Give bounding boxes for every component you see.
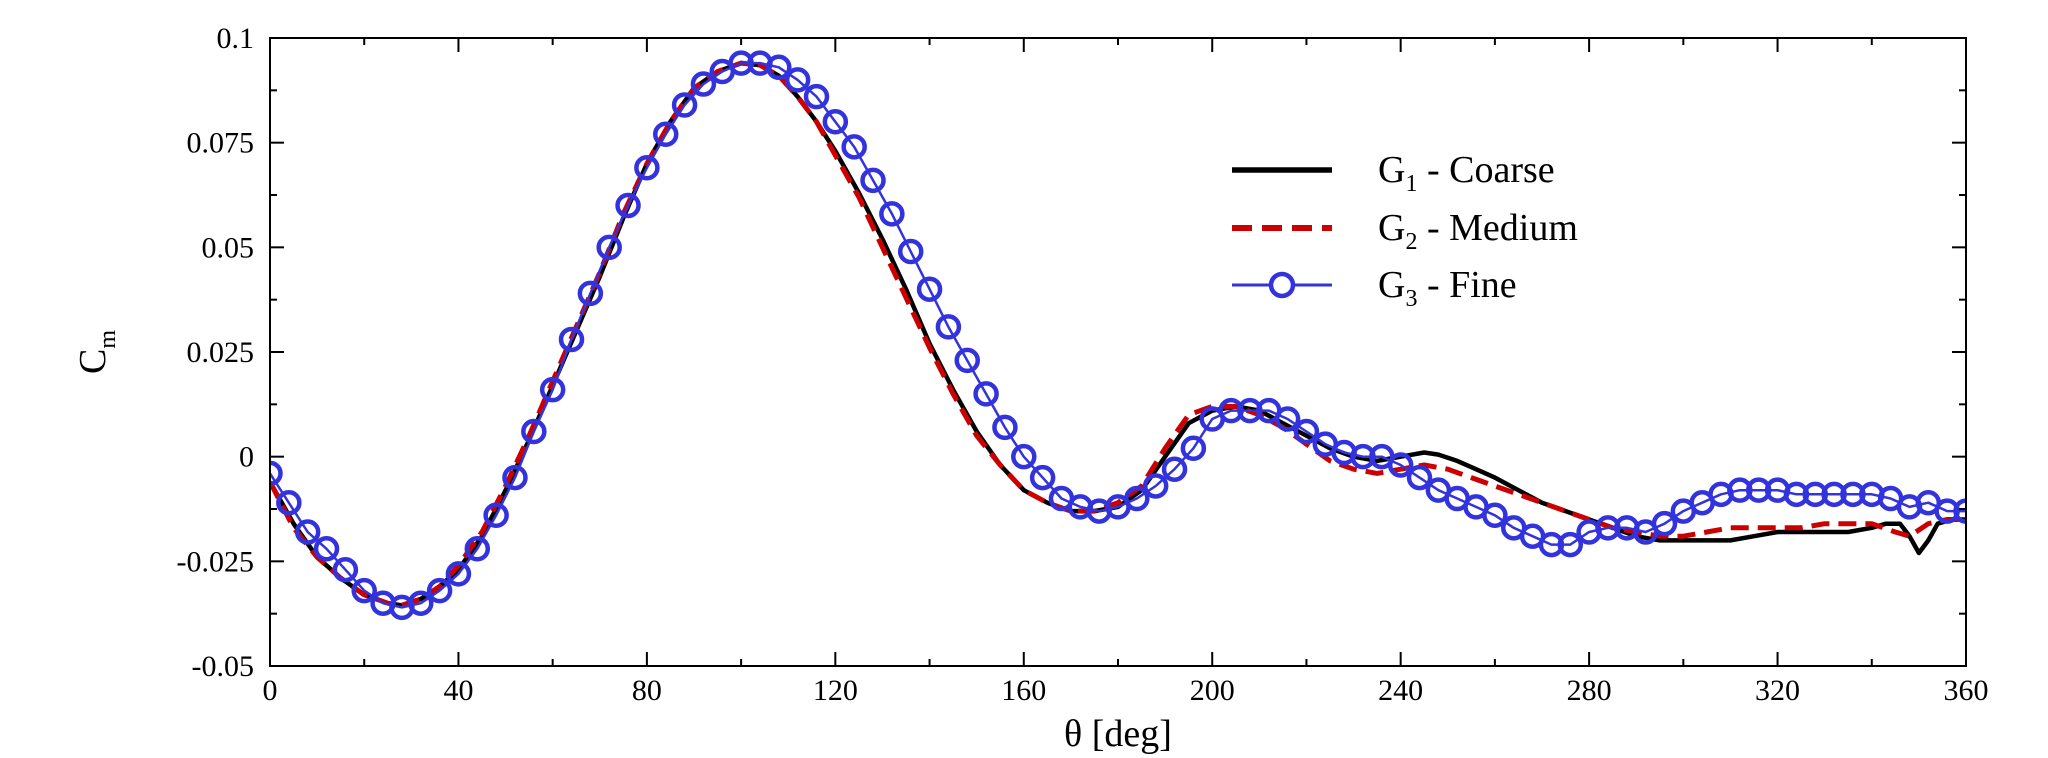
series-point-fine xyxy=(652,121,679,148)
series-point-fine xyxy=(1011,443,1037,470)
y-tick-label: -0.025 xyxy=(177,545,255,578)
series-line-3 xyxy=(270,61,1966,609)
series-point-fine xyxy=(1953,498,1966,524)
series-point-fine xyxy=(1651,510,1678,537)
series-point-fine xyxy=(860,167,886,194)
series-point-fine xyxy=(502,464,528,491)
y-tick-label: 0 xyxy=(239,441,254,474)
legend-label-coarse: G1 - Coarse xyxy=(1378,149,1555,197)
series-point-fine xyxy=(483,502,509,529)
legend-entry-fine: G3 - Fine xyxy=(1232,264,1517,312)
x-tick-label: 160 xyxy=(1001,674,1046,707)
series-point-fine xyxy=(766,54,792,81)
series-point-fine xyxy=(351,577,377,604)
series-point-fine xyxy=(634,155,660,181)
series-point-fine xyxy=(1482,502,1508,529)
ticks-layer xyxy=(269,37,1967,667)
legend-label-medium: G2 - Medium xyxy=(1378,207,1578,255)
series-point-fine xyxy=(1124,485,1150,512)
series-point-fine xyxy=(615,192,641,219)
series-point-fine xyxy=(690,71,717,97)
series-point-fine xyxy=(1387,452,1414,478)
y-tick-label: 0.05 xyxy=(202,231,255,264)
series-point-fine xyxy=(1180,435,1207,462)
legend-entry-medium: G2 - Medium xyxy=(1232,207,1578,255)
y-axis-title-sub: m xyxy=(95,330,121,349)
series-layer xyxy=(270,50,1966,621)
x-tick-label: 0 xyxy=(263,674,278,707)
series-point-fine xyxy=(1293,418,1320,445)
series-point-fine xyxy=(445,561,472,587)
x-tick-label: 40 xyxy=(443,674,473,707)
series-point-fine xyxy=(539,376,566,403)
y-tick-label: -0.05 xyxy=(192,650,255,683)
legend-label-fine: G3 - Fine xyxy=(1378,264,1517,312)
y-axis-title-main: C xyxy=(72,349,114,374)
series-point-fine xyxy=(596,234,622,261)
series-point-fine xyxy=(1142,473,1169,499)
x-tick-label: 360 xyxy=(1944,674,1989,707)
x-tick-label: 320 xyxy=(1755,674,1800,707)
series-point-fine xyxy=(1029,464,1056,491)
series-point-fine xyxy=(1406,464,1433,491)
series-point-fine xyxy=(577,280,604,307)
series-point-fine xyxy=(803,83,830,110)
series-line-2 xyxy=(270,60,1966,608)
series-point-fine xyxy=(784,67,811,93)
legend-marker-fine xyxy=(1268,271,1296,299)
series-point-fine xyxy=(464,536,491,562)
x-tick-label: 80 xyxy=(632,674,662,707)
series-point-fine xyxy=(1161,456,1188,482)
series-point-fine xyxy=(935,314,962,340)
tick-labels-layer: 0 40 80 120 160 200 240 280 320 360 -0.05 -0.025 0 0.… xyxy=(177,22,1989,707)
y-tick-label: 0.075 xyxy=(187,127,255,160)
series-point-fine xyxy=(521,418,547,445)
series-point-fine xyxy=(332,556,359,583)
series-point-fine xyxy=(426,577,453,604)
series-point-fine xyxy=(276,489,302,516)
x-tick-label: 240 xyxy=(1378,674,1423,707)
plot-frame xyxy=(269,37,1967,667)
x-tick-label: 280 xyxy=(1567,674,1612,707)
series-point-fine xyxy=(897,238,924,265)
series-point-fine xyxy=(822,108,849,135)
series-point-fine xyxy=(841,134,867,160)
x-tick-label: 200 xyxy=(1190,674,1235,707)
series-point-fine xyxy=(408,590,434,616)
x-tick-label: 120 xyxy=(813,674,858,707)
series-point-fine xyxy=(1274,406,1301,432)
series-point-fine xyxy=(916,276,943,302)
series-point-fine xyxy=(1557,531,1584,558)
series-point-fine xyxy=(879,201,905,227)
series-point-fine xyxy=(294,519,321,545)
series-point-fine xyxy=(558,326,585,353)
series-line-1 xyxy=(270,60,1966,608)
series-point-fine xyxy=(313,536,340,562)
series-point-fine xyxy=(671,92,698,118)
y-tick-label: 0.025 xyxy=(187,336,255,369)
legend: G1 - Coarse G2 - Medium G3 - Fine xyxy=(1232,149,1578,312)
series-clip-group xyxy=(270,50,1966,621)
series-point-fine xyxy=(992,414,1018,441)
series-point-fine xyxy=(973,381,999,407)
series-point-fine xyxy=(954,347,980,374)
legend-entry-coarse: G1 - Coarse xyxy=(1232,149,1555,197)
x-axis-title: θ [deg] xyxy=(1064,713,1172,755)
series-point-fine xyxy=(270,460,283,487)
y-tick-label: 0.1 xyxy=(217,22,255,55)
y-axis-title: Cm xyxy=(72,330,121,374)
